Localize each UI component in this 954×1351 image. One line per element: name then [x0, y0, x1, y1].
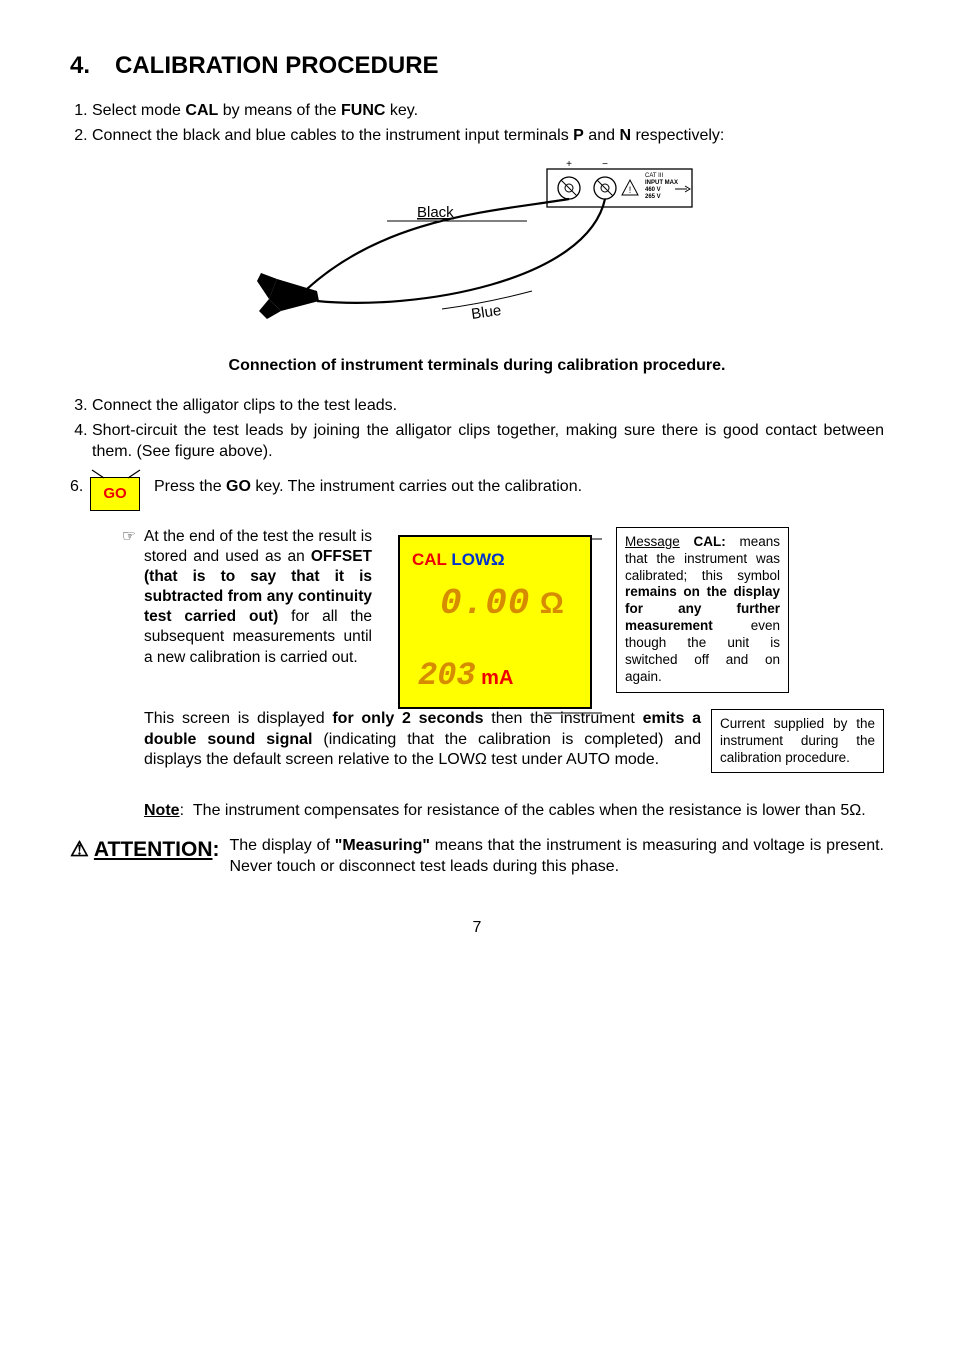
lcd-cal: CAL: [412, 550, 451, 569]
step-3: Connect the alligator clips to the test …: [92, 396, 884, 417]
svg-text:!: !: [629, 185, 632, 195]
message-box: Message CAL: means that the instrument w…: [616, 527, 789, 693]
steps-list-2: Connect the alligator clips to the test …: [70, 396, 884, 462]
note-block: Note: The instrument compensates for res…: [144, 801, 884, 822]
lcd-mode-row: CAL LOWΩ: [412, 549, 505, 571]
note-label: Note: [144, 802, 180, 819]
lcd-ma-value: 203: [418, 657, 476, 694]
svg-text:460 V: 460 V: [645, 187, 661, 193]
lcd-low: LOW: [451, 550, 491, 569]
lcd-value-row: 0.00 Ω: [440, 581, 565, 628]
page-number: 7: [70, 918, 884, 939]
lcd-current-row: 203 mA: [418, 655, 513, 697]
step-6-text: Press the GO key. The instrument carries…: [154, 477, 884, 498]
attention-label: ⚠ ATTENTION:: [70, 836, 220, 863]
lcd-value: 0.00: [440, 583, 530, 624]
step-4: Short-circuit the test leads by joining …: [92, 421, 884, 463]
warning-icon: ⚠: [70, 838, 89, 861]
section-heading: 4.CALIBRATION PROCEDURE: [70, 50, 884, 81]
svg-text:Black: Black: [417, 204, 454, 221]
attention-word: ATTENTION: [94, 838, 213, 861]
current-box: Current supplied by the instrument durin…: [711, 709, 884, 774]
svg-text:+: +: [566, 161, 572, 170]
lcd-ohm-sym: Ω: [491, 550, 505, 569]
note-text: : The instrument compensates for resista…: [180, 802, 866, 819]
svg-text:Blue: Blue: [470, 302, 502, 323]
attention-row: ⚠ ATTENTION: The display of "Measuring" …: [70, 836, 884, 878]
step-1: Select mode CAL by means of the FUNC key…: [92, 101, 884, 122]
svg-text:−: −: [602, 161, 608, 170]
step-6-number: 6.: [70, 477, 86, 498]
result-columns: ☞ At the end of the test the result is s…: [122, 527, 884, 709]
pointer-icon: ☞: [122, 527, 144, 668]
lcd-ma-unit: mA: [476, 667, 514, 689]
go-key-illustration: GO: [90, 477, 140, 511]
svg-text:265 V: 265 V: [645, 194, 661, 200]
attention-text: The display of "Measuring" means that th…: [230, 836, 885, 878]
step-2: Connect the black and blue cables to the…: [92, 126, 884, 147]
lcd-display: CAL LOWΩ 0.00 Ω 203 mA: [384, 527, 604, 709]
svg-text:INPUT MAX: INPUT MAX: [645, 180, 678, 186]
result-description: ☞ At the end of the test the result is s…: [122, 527, 372, 668]
svg-text:CAT III: CAT III: [645, 173, 663, 179]
section-number: 4.: [70, 50, 115, 81]
attention-colon: :: [213, 838, 220, 861]
steps-list-1: Select mode CAL by means of the FUNC key…: [70, 101, 884, 147]
step-6-row: 6. GO Press the GO key. The instrument c…: [70, 477, 884, 511]
diagram-caption: Connection of instrument terminals durin…: [70, 356, 884, 377]
section-title: CALIBRATION PROCEDURE: [115, 52, 439, 79]
result-text: At the end of the test the result is sto…: [144, 527, 372, 668]
connection-diagram: + − ! CAT III INPUT MAX 460 V 265 V Blac…: [70, 161, 884, 338]
lcd-ohm: Ω: [530, 587, 564, 620]
side-column: Message CAL: means that the instrument w…: [616, 527, 789, 693]
